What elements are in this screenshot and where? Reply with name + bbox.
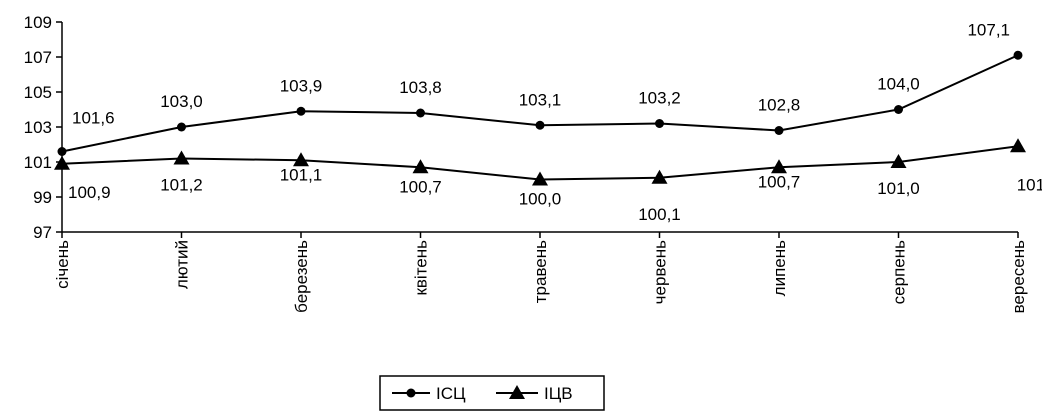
data-label-isc: 101,6: [72, 109, 115, 128]
y-tick-label: 105: [24, 83, 52, 102]
data-label-isc: 107,1: [967, 20, 1010, 39]
legend-label-isc: ІСЦ: [436, 384, 466, 403]
x-tick-label: квітень: [412, 240, 431, 296]
data-point-triangle: [293, 152, 309, 167]
data-label-icv: 100,7: [399, 177, 442, 196]
data-point-circle: [535, 120, 545, 130]
legend-label-icv: ІЦВ: [544, 384, 573, 403]
data-point-triangle: [54, 155, 70, 170]
data-point-circle: [296, 106, 306, 116]
data-label-isc: 103,8: [399, 78, 442, 97]
data-label-icv: 100,9: [68, 183, 111, 202]
data-label-icv: 100,7: [758, 172, 801, 191]
data-point-circle: [177, 122, 186, 132]
data-label-isc: 103,0: [160, 92, 203, 111]
data-point-circle: [57, 147, 67, 156]
data-point-triangle: [890, 154, 907, 168]
data-point-circle: [774, 126, 784, 135]
x-tick-label: лютий: [173, 240, 192, 289]
data-point-triangle: [173, 150, 190, 165]
data-label-isc: 103,2: [638, 89, 681, 108]
data-point-circle: [416, 108, 425, 118]
data-label-icv: 101,2: [160, 176, 203, 195]
legend: ІСЦ ІЦВ: [379, 375, 605, 411]
data-point-triangle: [532, 171, 548, 186]
data-point-triangle: [651, 169, 668, 184]
data-point-triangle: [771, 159, 787, 174]
x-tick-label: вересень: [1009, 240, 1028, 314]
x-tick-label: червень: [651, 240, 670, 304]
x-tick-label: травень: [531, 240, 550, 303]
data-label-isc: 102,8: [758, 96, 801, 115]
y-axis: 97 99 101 103 105 107 109: [24, 13, 63, 242]
x-tick-label: березень: [292, 240, 311, 313]
data-point-triangle: [412, 159, 429, 174]
data-label-icv: 100,0: [519, 190, 562, 209]
legend-marker-triangle: [509, 385, 525, 399]
data-labels: 101,6 103,0 103,9 103,8 103,1 103,2 102,8 104,0…: [68, 20, 1042, 224]
data-label-icv: 101,9: [1017, 175, 1042, 194]
data-point-circle: [655, 119, 664, 128]
series-layer: [54, 50, 1026, 186]
y-tick-label: 103: [24, 118, 52, 137]
data-label-isc: 104,0: [877, 75, 920, 94]
data-label-icv: 101,1: [280, 165, 323, 184]
x-tick-label: серпень: [890, 240, 909, 304]
x-tick-label: січень: [53, 240, 72, 289]
y-tick-label: 109: [24, 13, 52, 32]
x-axis: січень лютий березень квітень травень червень…: [53, 231, 1028, 314]
y-tick-label: 107: [24, 48, 52, 67]
data-point-circle: [894, 105, 903, 114]
x-tick-label: липень: [770, 240, 789, 296]
data-point-triangle: [1010, 138, 1026, 153]
y-tick-label: 97: [33, 223, 52, 242]
y-tick-label: 99: [33, 188, 52, 207]
y-tick-label: 101: [24, 153, 52, 172]
data-label-isc: 103,1: [519, 90, 562, 109]
data-label-isc: 103,9: [280, 76, 323, 95]
data-point-circle: [1013, 50, 1023, 60]
data-label-icv: 100,1: [638, 205, 681, 224]
legend-marker-circle: [406, 388, 416, 398]
data-label-icv: 101,0: [877, 179, 920, 198]
